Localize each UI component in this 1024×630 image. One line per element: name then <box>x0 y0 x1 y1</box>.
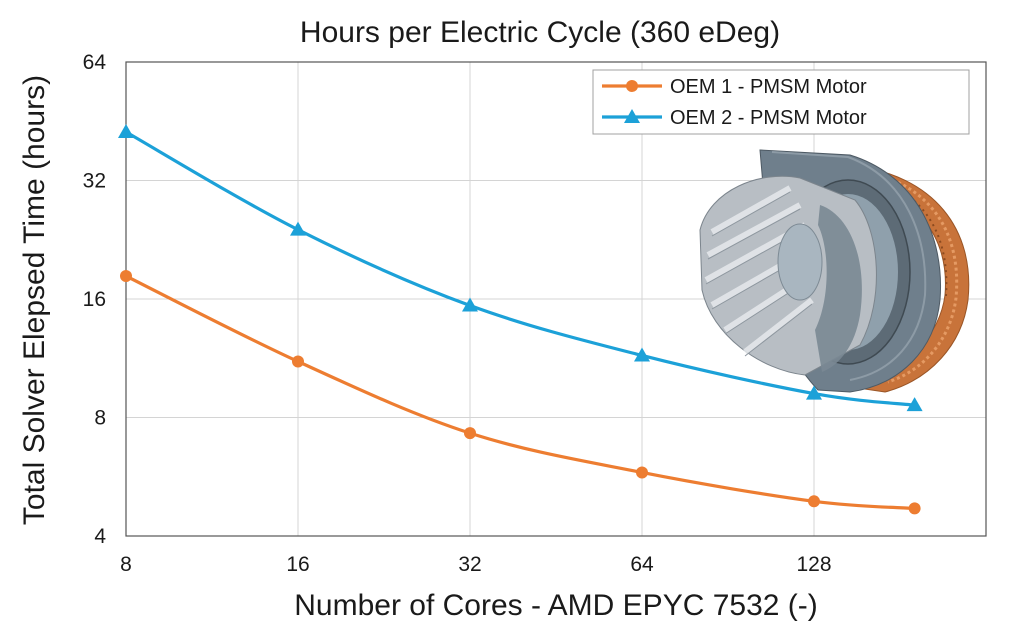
plot-frame <box>125 61 987 537</box>
x-tick-label: 16 <box>286 553 309 576</box>
y-tick-label: 64 <box>83 51 107 74</box>
motor-illustration <box>699 149 970 393</box>
legend-items: OEM 1 - PMSM Motor OEM 2 - PMSM Motor <box>602 76 867 129</box>
legend-marker <box>626 80 638 92</box>
data-point <box>120 270 132 283</box>
y-tick-label: 4 <box>94 525 106 548</box>
series-oem2 <box>118 123 923 412</box>
legend: OEM 1 - PMSM Motor OEM 2 - PMSM Motor <box>592 69 970 135</box>
data-point <box>636 466 648 479</box>
x-axis-label: Number of Cores - AMD EPYC 7532 (-) <box>294 589 818 622</box>
x-tick-label: 128 <box>796 553 831 576</box>
data-point <box>290 221 306 236</box>
data-point <box>906 397 923 412</box>
series-oem1 <box>120 270 921 515</box>
x-tick-label: 32 <box>458 553 481 576</box>
data-point <box>806 385 822 400</box>
data-point <box>808 495 820 508</box>
data-point <box>462 297 478 312</box>
legend-entry-label: OEM 2 - PMSM Motor <box>670 107 867 129</box>
data-point <box>908 502 921 515</box>
legend-marker <box>624 109 640 123</box>
x-tick-label: 8 <box>120 553 132 576</box>
chart-title: Hours per Electric Cycle (360 eDeg) <box>300 16 780 49</box>
legend-entry-label: OEM 1 - PMSM Motor <box>670 76 867 98</box>
data-point <box>634 347 650 362</box>
data-point <box>118 123 134 138</box>
x-tick-label: 64 <box>630 553 654 576</box>
data-point <box>464 427 476 440</box>
y-tick-label: 32 <box>83 170 106 193</box>
y-tick-label: 8 <box>94 407 106 430</box>
series-layer <box>118 123 923 515</box>
y-axis-label: Total Solver Elepsed Time (hours) <box>18 75 51 525</box>
legend-box <box>592 69 970 135</box>
y-tick-label: 16 <box>83 288 106 311</box>
data-point <box>292 355 304 368</box>
